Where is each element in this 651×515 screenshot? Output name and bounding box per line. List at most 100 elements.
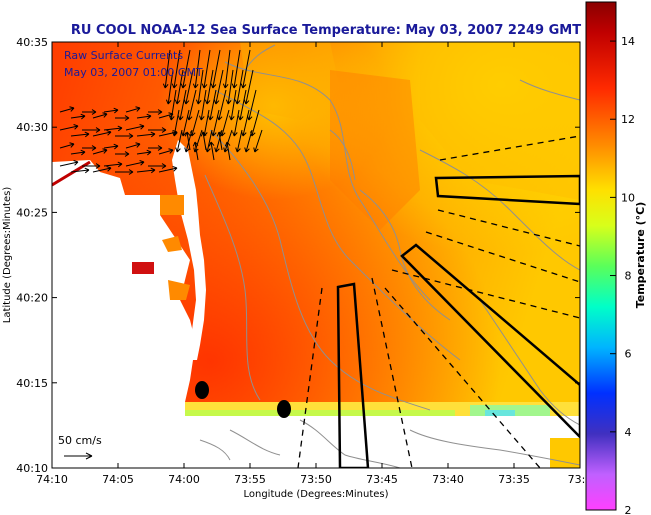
current-arrow	[224, 141, 231, 161]
current-arrow	[136, 131, 156, 138]
y-axis-label: Latitude (Degrees:Minutes)	[2, 187, 13, 324]
current-arrow	[82, 109, 97, 115]
current-arrow	[192, 49, 201, 89]
x-tick-label: 74:00	[168, 473, 200, 486]
current-arrow	[177, 89, 187, 121]
current-arrow	[208, 141, 215, 161]
current-arrow	[181, 109, 190, 137]
current-arrow	[216, 131, 223, 151]
station-marker	[195, 381, 209, 399]
current-arrow	[92, 130, 112, 137]
current-arrow	[234, 69, 244, 105]
x-tick-label: 73:35	[498, 473, 530, 486]
colorbar-tick-label: 12	[621, 113, 635, 126]
y-tick-label: 40:35	[16, 36, 48, 49]
current-arrow	[136, 149, 152, 156]
x-tick-label: 74:10	[36, 473, 68, 486]
x-axis: 74:10 74:05 74:00 73:55 73:50 73:45 73:40 73:35…	[36, 42, 592, 486]
current-arrow	[237, 89, 247, 121]
current-arrow	[115, 169, 134, 175]
colorbar-ticks: 14 12 10 8 6 4 2	[610, 35, 635, 515]
x-tick-label: 74:05	[102, 473, 134, 486]
current-arrow	[216, 89, 227, 121]
current-arrow	[103, 125, 123, 132]
colorbar-tick-label: 8	[625, 270, 632, 283]
current-arrow	[59, 124, 79, 131]
current-arrow	[192, 141, 199, 161]
current-arrow	[195, 69, 204, 105]
current-arrow	[125, 124, 145, 131]
current-arrow	[213, 69, 224, 105]
current-arrow	[92, 148, 108, 155]
x-tick-label: 73:40	[432, 473, 464, 486]
current-arrow	[115, 151, 130, 157]
current-arrow	[180, 49, 191, 89]
land-mass	[52, 140, 580, 468]
current-arrow	[82, 163, 101, 169]
y-axis: 40:35 40:30 40:25 40:20 40:15 40:10	[16, 36, 580, 475]
current-arrow	[125, 106, 141, 113]
current-arrow	[125, 142, 141, 149]
current-arrow	[70, 167, 90, 174]
x-tick-label: 73:45	[366, 473, 398, 486]
current-arrow	[148, 145, 163, 151]
current-arrow	[115, 115, 130, 121]
colorbar-tick-label: 10	[621, 191, 635, 204]
current-arrow	[228, 89, 237, 121]
station-marker	[277, 400, 291, 418]
y-tick-label: 40:10	[16, 462, 48, 475]
current-arrow	[222, 49, 231, 89]
current-arrow	[59, 142, 75, 149]
current-arrow	[186, 89, 197, 121]
current-arrow	[241, 109, 250, 137]
current-arrow	[70, 113, 86, 120]
y-tick-label: 40:25	[16, 206, 48, 219]
current-arrow	[103, 143, 119, 150]
x-axis-label: Longitude (Degrees:Minutes)	[243, 489, 388, 500]
current-arrow	[246, 89, 257, 121]
current-arrow	[175, 129, 183, 153]
current-arrow	[158, 112, 174, 119]
current-arrow	[184, 131, 191, 151]
current-arrow	[210, 49, 221, 89]
current-arrow	[200, 131, 207, 151]
current-arrow	[201, 49, 211, 89]
colorbar-tick-label: 2	[625, 504, 632, 515]
current-arrow	[243, 69, 254, 105]
current-arrow	[92, 112, 108, 119]
current-arrow	[232, 109, 240, 137]
current-arrow	[82, 145, 97, 151]
current-arrow	[174, 69, 184, 105]
current-arrow	[190, 109, 200, 137]
current-arrow	[250, 109, 260, 137]
survey-transects	[297, 135, 580, 468]
current-arrow	[59, 160, 79, 167]
current-arrow	[103, 161, 123, 168]
current-arrow	[70, 131, 90, 138]
current-arrow	[235, 129, 243, 153]
current-arrow	[59, 106, 75, 113]
colorbar-tick-label: 14	[621, 35, 635, 48]
bathymetry-contours	[199, 44, 580, 468]
current-arrow	[198, 89, 207, 121]
figure-title: RU COOL NOAA-12 Sea Surface Temperature:…	[71, 23, 581, 38]
scale-label: 50 cm/s	[58, 434, 102, 447]
map-plot-area: Raw Surface Currents May 03, 2007 01:00 …	[52, 42, 580, 468]
current-arrow	[207, 89, 217, 121]
current-arrow	[253, 129, 263, 153]
current-arrow	[183, 69, 194, 105]
current-arrow	[240, 49, 251, 89]
current-arrow	[171, 49, 181, 89]
current-arrow	[70, 149, 86, 156]
current-arrow	[136, 113, 152, 120]
temperature-colorbar	[585, 1, 617, 511]
current-arrow	[225, 69, 234, 105]
x-tick-label: 73:55	[234, 473, 266, 486]
y-tick-label: 40:30	[16, 121, 48, 134]
current-arrow	[158, 166, 178, 173]
y-tick-label: 40:20	[16, 292, 48, 305]
legend-line-2: May 03, 2007 01:00 GMT	[64, 66, 203, 79]
colorbar-tick-label: 6	[625, 348, 632, 361]
current-arrow	[82, 127, 101, 133]
